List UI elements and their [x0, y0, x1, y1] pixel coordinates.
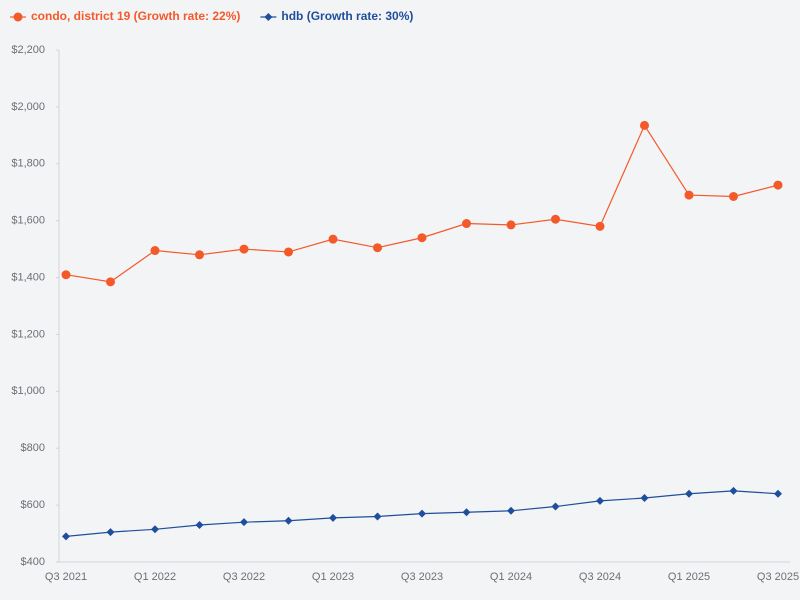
data-point	[729, 486, 738, 495]
y-tick-label: $800	[21, 442, 45, 454]
data-point	[596, 496, 604, 505]
x-tick-label: Q3 2025	[757, 571, 799, 583]
data-point	[773, 180, 783, 190]
x-tick-label: Q1 2023	[312, 571, 354, 583]
data-point	[195, 521, 204, 530]
x-tick-label: Q3 2024	[579, 571, 621, 583]
data-point	[417, 233, 427, 243]
x-tick-label: Q1 2024	[490, 571, 532, 583]
data-point	[240, 518, 248, 527]
y-tick-label: $600	[21, 499, 45, 511]
data-point	[774, 489, 782, 498]
data-point	[507, 506, 515, 515]
x-tick-label: Q3 2022	[223, 571, 265, 583]
data-point	[551, 214, 560, 224]
y-tick-label: $1,000	[11, 385, 45, 397]
data-point	[640, 120, 649, 130]
legend-label: condo, district 19 (Growth rate: 22%)	[31, 9, 240, 23]
data-point	[418, 509, 426, 518]
data-point	[151, 525, 159, 534]
data-point	[462, 508, 471, 517]
data-point	[685, 489, 693, 498]
data-point	[61, 270, 71, 280]
data-point	[150, 246, 160, 256]
y-tick-label: $1,800	[11, 158, 45, 170]
y-tick-label: $400	[21, 556, 45, 568]
data-point	[239, 244, 249, 254]
data-point	[551, 502, 560, 511]
data-point	[284, 247, 293, 257]
y-tick-label: $1,400	[11, 271, 45, 283]
data-point	[729, 191, 738, 201]
data-point	[329, 513, 337, 522]
data-point	[684, 190, 694, 200]
x-tick-label: Q3 2023	[401, 571, 443, 583]
data-point	[62, 532, 70, 541]
y-tick-label: $2,200	[11, 44, 45, 56]
y-tick-label: $1,600	[11, 215, 45, 227]
y-tick-label: $2,000	[11, 101, 45, 113]
data-point	[462, 219, 471, 229]
data-point	[506, 220, 516, 230]
data-point	[373, 512, 382, 521]
data-point	[328, 234, 338, 244]
legend-marker	[264, 13, 273, 21]
legend-marker	[13, 12, 23, 22]
x-tick-label: Q1 2025	[668, 571, 710, 583]
data-point	[595, 221, 605, 231]
data-point	[373, 243, 382, 253]
data-point	[284, 516, 293, 525]
x-tick-label: Q1 2022	[134, 571, 176, 583]
legend-label: hdb (Growth rate: 30%)	[281, 9, 413, 23]
y-tick-label: $1,200	[11, 328, 45, 340]
data-point	[195, 250, 204, 260]
data-point	[106, 277, 115, 287]
x-tick-label: Q3 2021	[45, 571, 87, 583]
data-point	[640, 494, 649, 502]
data-point	[106, 528, 115, 537]
